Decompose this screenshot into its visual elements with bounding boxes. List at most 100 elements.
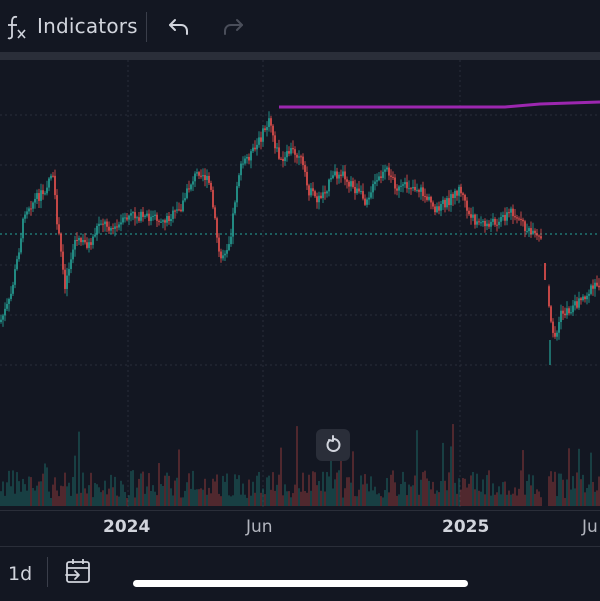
time-axis-label-2024: 2024	[103, 517, 151, 537]
candle-body	[246, 156, 248, 159]
volume-bar	[400, 484, 402, 506]
chart-pane[interactable]	[0, 60, 600, 510]
candle-body	[152, 215, 154, 217]
candle-body	[556, 332, 558, 337]
volume-bar	[206, 494, 208, 506]
volume-bar	[262, 488, 264, 506]
candle-body	[444, 199, 446, 208]
volume-bar	[168, 475, 170, 506]
volume-bar	[36, 485, 38, 506]
candle-body	[548, 286, 550, 307]
goto-date-icon[interactable]	[64, 557, 94, 587]
candle-body	[426, 196, 428, 200]
volume-bar	[590, 452, 592, 506]
candle-body	[240, 163, 242, 176]
candle-body	[102, 223, 104, 225]
candle-body	[46, 187, 48, 194]
candle-body	[72, 249, 74, 260]
candle-body	[82, 239, 84, 243]
candle-body	[400, 185, 402, 187]
volume-bar	[272, 472, 274, 506]
candle-body	[298, 156, 300, 158]
volume-bar	[256, 475, 258, 506]
candle-body	[510, 208, 512, 213]
candle-body	[514, 216, 516, 218]
candle-body	[208, 175, 210, 183]
candle-body	[132, 212, 134, 214]
volume-bar	[502, 482, 504, 506]
candle-body	[96, 225, 98, 235]
candle-body	[422, 187, 424, 197]
volume-bar	[460, 489, 462, 506]
candle-body	[8, 298, 10, 304]
volume-bar	[30, 477, 32, 506]
candle-body	[262, 128, 264, 142]
price-chart[interactable]	[0, 60, 600, 510]
volume-bar	[46, 467, 48, 506]
candle-body	[324, 192, 326, 194]
volume-bar	[28, 476, 30, 506]
candle-body	[218, 237, 220, 252]
volume-bar	[74, 455, 76, 506]
candle-body	[10, 293, 12, 299]
volume-bar	[220, 496, 222, 506]
volume-bar	[244, 494, 246, 506]
volume-bar	[396, 495, 398, 506]
volume-bar	[178, 449, 180, 506]
candle-body	[6, 303, 8, 309]
candle-body	[420, 187, 422, 192]
volume-bar	[578, 448, 580, 506]
volume-bar	[296, 426, 298, 506]
time-axis[interactable]: 2024 Jun 2025 Ju	[0, 510, 600, 547]
volume-bar	[278, 474, 280, 506]
reset-chart-button[interactable]	[316, 429, 350, 461]
volume-bar	[598, 476, 600, 506]
candle-body	[494, 218, 496, 225]
volume-bar	[320, 490, 322, 506]
candle-body	[90, 242, 92, 245]
candle-body	[260, 137, 262, 142]
candle-body	[210, 182, 212, 190]
candle-body	[232, 213, 234, 237]
volume-bar	[380, 496, 382, 506]
volume-bar	[224, 481, 226, 506]
volume-bar	[196, 489, 198, 506]
candle-body	[448, 198, 450, 206]
interval-button[interactable]: 1d	[8, 563, 33, 585]
candle-body	[528, 228, 530, 232]
candle-body	[318, 195, 320, 203]
candle-body	[286, 151, 288, 158]
candle-body	[162, 220, 164, 222]
fx-icon[interactable]	[4, 14, 28, 40]
volume-bar	[344, 488, 346, 506]
candle-body	[598, 285, 600, 288]
candle-body	[466, 200, 468, 211]
candle-body	[206, 175, 208, 181]
volume-bar	[44, 463, 46, 506]
candle-body	[126, 217, 128, 220]
volume-bar	[242, 483, 244, 506]
candle-body	[182, 200, 184, 212]
candle-body	[268, 118, 270, 128]
volume-bar	[70, 495, 72, 506]
candle-body	[212, 189, 214, 208]
indicators-button[interactable]: Indicators	[37, 14, 138, 38]
volume-bar	[152, 485, 154, 506]
candle-body	[344, 171, 346, 180]
candle-body	[4, 308, 6, 316]
volume-bar	[112, 487, 114, 506]
volume-bar	[498, 486, 500, 506]
candle-body	[266, 127, 268, 131]
candle-body	[44, 193, 46, 195]
candle-body	[394, 177, 396, 189]
volume-bar	[456, 493, 458, 506]
volume-bar	[280, 447, 282, 506]
volume-bar	[254, 492, 256, 506]
volume-bar	[566, 479, 568, 506]
candle-body	[186, 188, 188, 199]
candle-body	[100, 223, 102, 225]
undo-icon[interactable]	[166, 14, 192, 40]
candle-body	[588, 293, 590, 296]
candle-body	[454, 190, 456, 199]
candle-body	[2, 315, 4, 320]
